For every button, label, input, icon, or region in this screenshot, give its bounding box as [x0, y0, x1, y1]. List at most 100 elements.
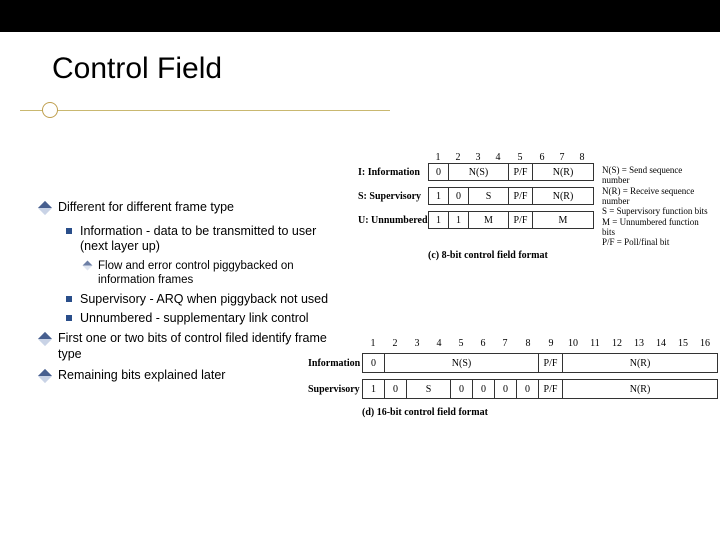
row-label: I: Information — [358, 167, 428, 178]
col-num: 14 — [650, 338, 672, 349]
bullet-1: Different for different frame type — [40, 200, 340, 218]
cell: P/F — [509, 212, 533, 228]
bullet-1b-text: Supervisory - ARQ when piggyback not use… — [80, 292, 340, 308]
cell: 0 — [451, 380, 473, 398]
cell: P/F — [539, 354, 563, 372]
cell: 1 — [429, 212, 449, 228]
diagram-16bit: 12345678910111213141516 Information0N(S)… — [308, 338, 718, 418]
col-num: 1 — [428, 152, 448, 163]
row-label: Information — [308, 358, 362, 369]
col-num: 8 — [516, 338, 540, 349]
cell: 0 — [449, 188, 469, 204]
bullet-1a1-text: Flow and error control piggybacked on in… — [98, 259, 340, 288]
cell: 1 — [449, 212, 469, 228]
col-num: 6 — [472, 338, 494, 349]
col-num: 5 — [450, 338, 472, 349]
cell: 1 — [429, 188, 449, 204]
col-num: 2 — [448, 152, 468, 163]
row-cells: 11MP/FM — [428, 211, 594, 229]
bullet-1b: Supervisory - ARQ when piggyback not use… — [66, 292, 340, 308]
bullet-1c-text: Unnumbered - supplementary link control — [80, 311, 340, 327]
cell: 0 — [495, 380, 517, 398]
legend-line: M = Unnumbered function bits — [602, 217, 710, 238]
diagram-row: U: Unnumbered11MP/FM — [358, 211, 594, 229]
bullet-1a: Information - data to be transmitted to … — [66, 224, 340, 255]
row-cells: 0N(S)P/FN(R) — [428, 163, 594, 181]
col-num: 7 — [494, 338, 516, 349]
square-icon — [66, 315, 72, 321]
col-num: 11 — [584, 338, 606, 349]
col-num: 16 — [694, 338, 716, 349]
diagram-8bit-legend: N(S) = Send sequence numberN(R) = Receiv… — [602, 163, 710, 248]
bullet-1a1: Flow and error control piggybacked on in… — [84, 259, 340, 288]
col-num: 12 — [606, 338, 628, 349]
cell: 0 — [517, 380, 539, 398]
cell: M — [533, 212, 593, 228]
col-num: 8 — [572, 152, 592, 163]
bullet-2-text: First one or two bits of control filed i… — [58, 331, 340, 362]
diagram-8bit-caption: (c) 8-bit control field format — [428, 250, 548, 261]
cell: 0 — [429, 164, 449, 180]
col-num: 4 — [428, 338, 450, 349]
diamond-icon — [38, 201, 52, 215]
cell: 0 — [363, 354, 385, 372]
legend-line: P/F = Poll/final bit — [602, 237, 710, 247]
legend-line: N(S) = Send sequence number — [602, 165, 710, 186]
cell: 1 — [363, 380, 385, 398]
diagram-8bit: 12345678 I: Information0N(S)P/FN(R)S: Su… — [358, 152, 710, 261]
col-num: 13 — [628, 338, 650, 349]
square-icon — [66, 296, 72, 302]
col-num: 3 — [468, 152, 488, 163]
cell: N(S) — [385, 354, 539, 372]
cell: P/F — [509, 164, 533, 180]
col-num: 10 — [562, 338, 584, 349]
row-cells: 0N(S)P/FN(R) — [362, 353, 718, 373]
row-label: S: Supervisory — [358, 191, 428, 202]
bullet-1a-text: Information - data to be transmitted to … — [80, 224, 340, 255]
row-label: Supervisory — [308, 384, 362, 395]
legend-line: S = Supervisory function bits — [602, 206, 710, 216]
diagram-16bit-col-header: 12345678910111213141516 — [362, 338, 716, 349]
cell: P/F — [539, 380, 563, 398]
row-cells: 10SP/FN(R) — [428, 187, 594, 205]
col-num: 4 — [488, 152, 508, 163]
row-cells: 10S0000P/FN(R) — [362, 379, 718, 399]
bullet-content: Different for different frame type Infor… — [40, 200, 340, 392]
diagram-row: Information0N(S)P/FN(R) — [308, 353, 718, 373]
cell: S — [469, 188, 509, 204]
cell: N(R) — [563, 380, 717, 398]
title-rule — [0, 110, 720, 111]
col-num: 3 — [406, 338, 428, 349]
col-num: 5 — [508, 152, 532, 163]
col-num: 6 — [532, 152, 552, 163]
row-label: U: Unnumbered — [358, 215, 428, 226]
cell: M — [469, 212, 509, 228]
diamond-sm-icon — [83, 260, 93, 270]
bullet-1-text: Different for different frame type — [58, 200, 340, 216]
diagram-row: I: Information0N(S)P/FN(R) — [358, 163, 594, 181]
diagram-row: Supervisory10S0000P/FN(R) — [308, 379, 718, 399]
top-bar — [0, 0, 720, 32]
diamond-icon — [38, 369, 52, 383]
cell: N(S) — [449, 164, 509, 180]
diagram-8bit-col-header: 12345678 — [428, 152, 592, 163]
bullet-3: Remaining bits explained later — [40, 368, 340, 386]
bullet-1c: Unnumbered - supplementary link control — [66, 311, 340, 327]
cell: P/F — [509, 188, 533, 204]
diagram-row: S: Supervisory10SP/FN(R) — [358, 187, 594, 205]
cell: N(R) — [533, 164, 593, 180]
cell: S — [407, 380, 451, 398]
cell: N(R) — [563, 354, 717, 372]
slide-title: Control Field — [52, 52, 222, 86]
col-num: 1 — [362, 338, 384, 349]
col-num: 2 — [384, 338, 406, 349]
cell: 0 — [385, 380, 407, 398]
square-icon — [66, 228, 72, 234]
bullet-3-text: Remaining bits explained later — [58, 368, 340, 384]
diamond-icon — [38, 332, 52, 346]
title-rule-circle — [42, 102, 58, 118]
bullet-2: First one or two bits of control filed i… — [40, 331, 340, 362]
diagram-16bit-caption: (d) 16-bit control field format — [362, 407, 488, 418]
col-num: 15 — [672, 338, 694, 349]
legend-line: N(R) = Receive sequence number — [602, 186, 710, 207]
